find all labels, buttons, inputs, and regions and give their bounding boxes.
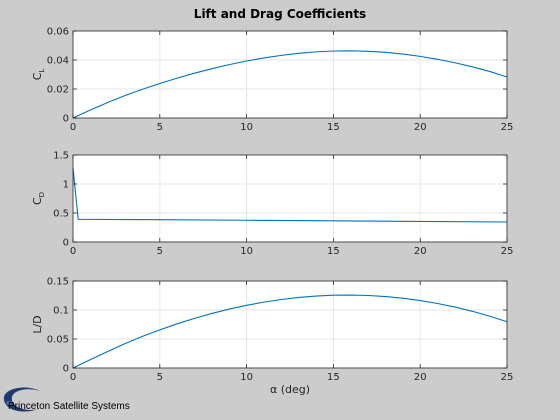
plot-area [73, 155, 507, 242]
x-tick-label: 20 [414, 122, 427, 133]
series-line [72, 50, 508, 119]
x-tick-label: 20 [414, 246, 427, 257]
plot-area [73, 31, 507, 118]
y-tick-label: 0 [63, 238, 69, 249]
x-tick-label: 25 [501, 372, 514, 383]
series-line [72, 294, 508, 369]
y-axis-label: CL [31, 69, 46, 81]
x-tick-label: 0 [70, 372, 76, 383]
x-tick-label: 10 [240, 122, 253, 133]
y-tick-label: 1.5 [53, 151, 69, 162]
y-tick-label: 0.05 [47, 335, 69, 346]
x-tick-label: 0 [70, 246, 76, 257]
y-tick-label: 0.02 [47, 85, 69, 96]
x-tick-label: 15 [327, 122, 340, 133]
subplot-2: 0 5 10 15 20 25 0 0.5 1 1.5 CD [31, 151, 513, 258]
series-line [72, 167, 508, 223]
subplot-1: 0 5 10 15 20 25 0 0.02 0.04 0.06 CL [31, 27, 513, 134]
x-tick-label: 5 [157, 122, 163, 133]
y-tick-label: 0.1 [53, 306, 69, 317]
y-tick-label: 1 [63, 180, 69, 191]
axes-box [72, 30, 508, 119]
plot-area [73, 281, 507, 368]
y-tick-label: 0 [63, 364, 69, 375]
y-tick-label: 0.5 [53, 209, 69, 220]
x-tick-label: 15 [327, 372, 340, 383]
axes-box [72, 280, 508, 369]
figure-title: Lift and Drag Coefficients [194, 7, 366, 21]
logo-text: Princeton Satellite Systems [8, 401, 130, 412]
y-tick-label: 0.06 [47, 27, 69, 38]
x-tick-label: 20 [414, 372, 427, 383]
x-tick-label: 5 [157, 246, 163, 257]
x-tick-label: 25 [501, 122, 514, 133]
x-tick-label: 5 [157, 372, 163, 383]
logo-swoosh-icon [3, 387, 40, 412]
y-tick-label: 0 [63, 114, 69, 125]
y-axis-label: CD [31, 192, 46, 205]
x-tick-label: 15 [327, 246, 340, 257]
subplot-3: 0 5 10 15 20 25 0 0.05 0.1 0.15 L/D α (deg) [31, 277, 513, 397]
x-tick-label: 25 [501, 246, 514, 257]
x-axis-label: α (deg) [270, 383, 310, 396]
y-axis-label: L/D [31, 315, 44, 333]
y-tick-label: 0.04 [47, 56, 69, 67]
axes-box [72, 154, 508, 243]
logo: Princeton Satellite Systems [3, 387, 130, 412]
y-tick-label: 0.15 [47, 277, 69, 288]
x-tick-label: 10 [240, 246, 253, 257]
x-tick-label: 0 [70, 122, 76, 133]
x-tick-label: 10 [240, 372, 253, 383]
